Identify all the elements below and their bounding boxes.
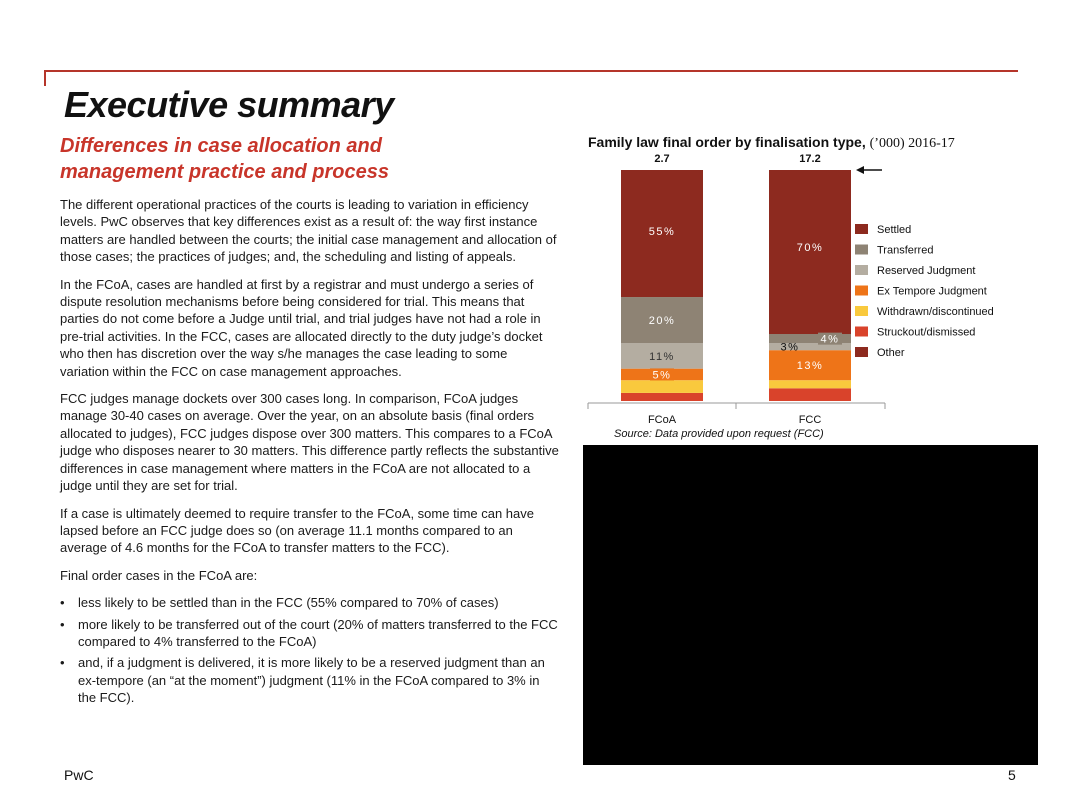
top-rule bbox=[44, 70, 1018, 72]
bar-segment-fcc-ex-tempore-judgment bbox=[769, 350, 851, 381]
stacked-bar-chart: 2.7 FCoA 17.2 FCC 55% 20% 11% 5% 70% 4% 3% 13% Settl… bbox=[587, 153, 994, 440]
legend-label: Withdrawn/discontinued bbox=[877, 306, 994, 318]
bar-segment-fcoa-reserved-judgment bbox=[621, 343, 703, 369]
bullet-item: more likely to be transferred out of the… bbox=[60, 616, 560, 651]
data-label: 11% bbox=[649, 351, 675, 363]
data-label-background bbox=[818, 332, 842, 345]
bar-segment-fcc-reserved-judgment bbox=[769, 343, 851, 351]
data-label: 4% bbox=[821, 334, 840, 346]
chart-title-suffix: (’000) 2016-17 bbox=[869, 136, 955, 151]
legend-label: Struckout/dismissed bbox=[877, 327, 975, 339]
top-rule-tick bbox=[44, 70, 46, 86]
bar-total-label: 17.2 bbox=[799, 153, 820, 165]
bar-segment-fcoa-transferred bbox=[621, 297, 703, 344]
page-title: Executive summary bbox=[64, 84, 394, 125]
bullet-item: less likely to be settled than in the FC… bbox=[60, 594, 560, 612]
bullet-list: less likely to be settled than in the FC… bbox=[60, 594, 560, 706]
arrow-head-icon bbox=[856, 166, 864, 174]
legend-swatch bbox=[855, 306, 868, 316]
legend-label: Ex Tempore Judgment bbox=[877, 286, 987, 298]
paragraph: The different operational practices of t… bbox=[60, 197, 557, 265]
legend-swatch bbox=[855, 326, 868, 337]
legend-label: Reserved Judgment bbox=[877, 265, 975, 277]
bar-segment-fcc-settled bbox=[769, 170, 851, 335]
category-label: FCoA bbox=[648, 414, 677, 426]
data-label-background bbox=[650, 368, 674, 381]
chart-title: Family law final order by finalisation t… bbox=[588, 134, 955, 152]
legend-label: Other bbox=[877, 347, 905, 359]
bar-segment-fcoa-withdrawn-discontinued bbox=[621, 380, 703, 393]
page-subtitle: Differences in case allocation and manag… bbox=[60, 135, 390, 183]
redacted-image bbox=[583, 445, 1038, 765]
chart-source: Source: Data provided upon request (FCC) bbox=[614, 428, 824, 440]
paragraph: In the FCoA, cases are handled at first … bbox=[60, 276, 543, 379]
data-label: 13% bbox=[797, 360, 824, 372]
legend-label: Settled bbox=[877, 224, 911, 236]
bar-segment-fcoa-settled bbox=[621, 170, 703, 298]
page-number: 5 bbox=[1008, 767, 1016, 783]
category-label: FCC bbox=[799, 414, 822, 426]
data-label: 55% bbox=[649, 226, 676, 238]
bar-segment-fcoa-struckout-dismissed bbox=[621, 392, 703, 401]
paragraph: Final order cases in the FCoA are: bbox=[60, 567, 258, 583]
body-text: The different operational practices of t… bbox=[60, 196, 560, 711]
legend-swatch bbox=[855, 224, 868, 234]
data-label: 3% bbox=[781, 342, 800, 354]
legend-label: Transferred bbox=[877, 245, 933, 257]
bullet-item: and, if a judgment is delivered, it is m… bbox=[60, 654, 560, 706]
data-label: 70% bbox=[797, 242, 824, 254]
legend-swatch bbox=[855, 285, 868, 296]
chart-title-main: Family law final order by finalisation t… bbox=[588, 134, 866, 150]
legend-swatch bbox=[855, 347, 868, 357]
legend-swatch bbox=[855, 244, 868, 255]
legend-swatch bbox=[855, 265, 868, 275]
paragraph: If a case is ultimately deemed to requir… bbox=[60, 505, 534, 556]
bar-total-label: 2.7 bbox=[654, 153, 669, 165]
data-label: 20% bbox=[649, 315, 676, 327]
paragraph: FCC judges manage dockets over 300 cases… bbox=[60, 391, 559, 494]
bar-segment-fcc-struckout-dismissed bbox=[769, 388, 851, 401]
data-label: 5% bbox=[653, 369, 672, 381]
footer-brand: PwC bbox=[64, 767, 94, 783]
bar-segment-fcc-withdrawn-discontinued bbox=[769, 380, 851, 389]
bar-segment-fcc-transferred bbox=[769, 334, 851, 344]
